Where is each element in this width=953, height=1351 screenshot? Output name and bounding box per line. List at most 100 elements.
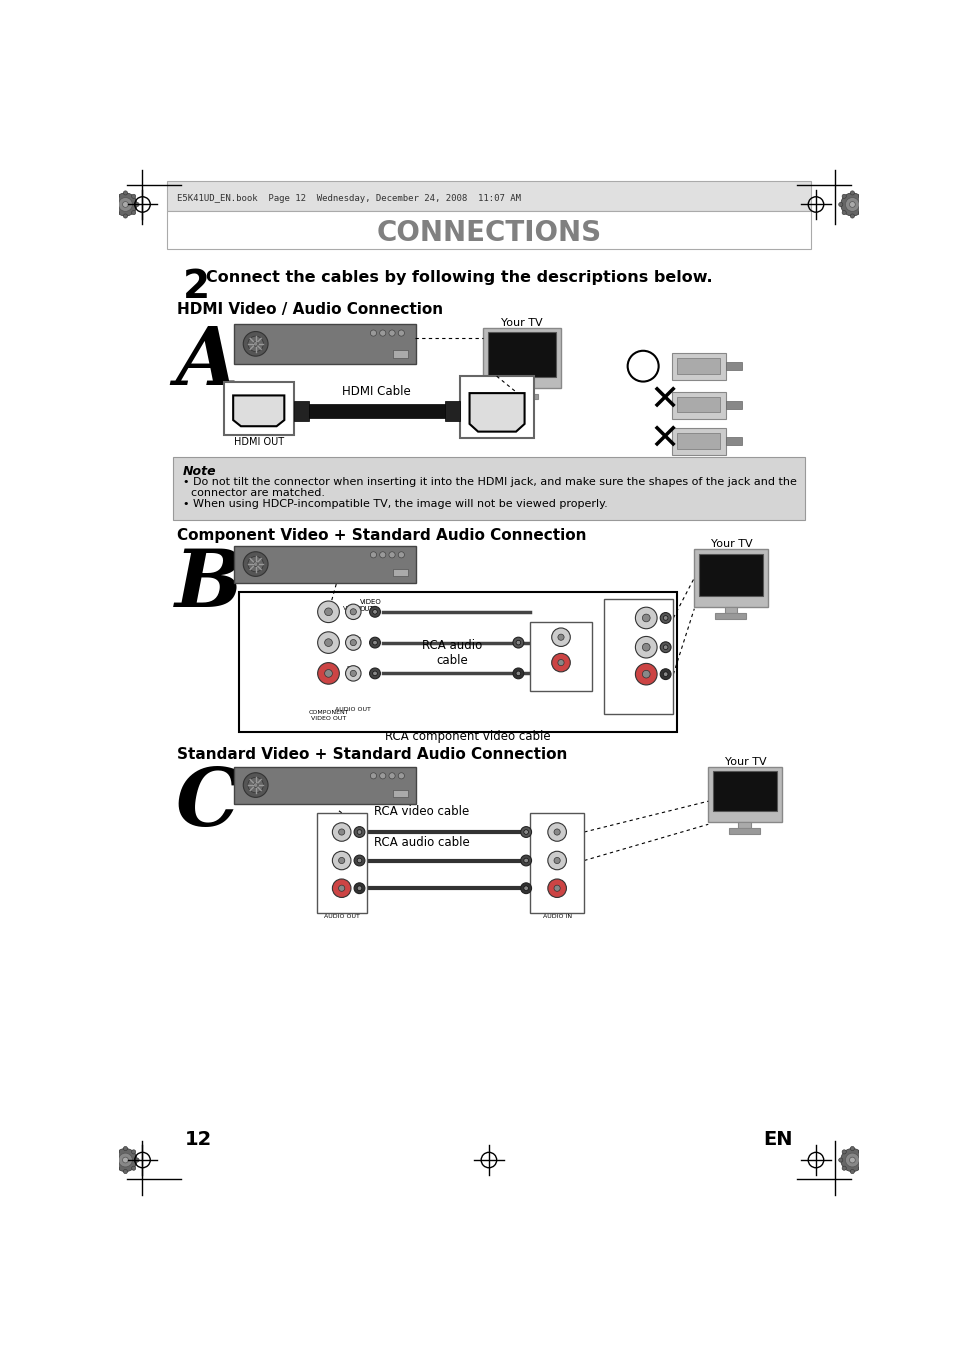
Bar — [707, 766, 781, 821]
Circle shape — [520, 882, 531, 893]
Bar — [530, 813, 583, 913]
Bar — [715, 613, 745, 619]
Circle shape — [838, 1158, 842, 1162]
Circle shape — [350, 609, 356, 615]
Text: VIDEO IN: VIDEO IN — [542, 816, 571, 821]
Bar — [173, 457, 804, 520]
Circle shape — [132, 211, 135, 215]
Circle shape — [369, 667, 380, 678]
Circle shape — [659, 642, 670, 653]
Circle shape — [356, 830, 361, 835]
Circle shape — [345, 604, 360, 620]
Text: L: L — [575, 635, 579, 644]
Text: RCA audio cable: RCA audio cable — [374, 836, 469, 848]
Circle shape — [253, 782, 257, 788]
Bar — [506, 394, 537, 400]
Circle shape — [354, 855, 365, 866]
Bar — [725, 436, 740, 444]
Circle shape — [354, 882, 365, 893]
Circle shape — [659, 612, 670, 623]
Text: Standard Video + Standard Audio Connection: Standard Video + Standard Audio Connecti… — [177, 747, 567, 762]
Circle shape — [373, 640, 377, 644]
Circle shape — [841, 195, 845, 199]
Text: PB/CB: PB/CB — [616, 648, 634, 654]
Circle shape — [551, 654, 570, 671]
Circle shape — [248, 336, 263, 351]
Circle shape — [558, 634, 563, 640]
Text: 2: 2 — [183, 269, 210, 307]
Circle shape — [115, 195, 119, 199]
Bar — [167, 211, 810, 249]
Text: AUDIO IN: AUDIO IN — [546, 624, 575, 630]
Circle shape — [248, 777, 263, 793]
Circle shape — [659, 669, 670, 680]
Circle shape — [354, 827, 365, 838]
Bar — [393, 350, 408, 358]
Circle shape — [123, 1170, 128, 1174]
Bar — [239, 592, 677, 732]
Text: EN: EN — [762, 1129, 792, 1148]
Text: RCA audio
cable: RCA audio cable — [422, 639, 482, 667]
Circle shape — [558, 659, 563, 666]
Circle shape — [317, 662, 339, 684]
Circle shape — [356, 886, 361, 890]
Circle shape — [118, 197, 132, 211]
Circle shape — [113, 1148, 137, 1171]
Circle shape — [317, 601, 339, 623]
Bar — [309, 404, 444, 417]
Bar — [488, 332, 556, 377]
Circle shape — [123, 1147, 128, 1151]
Circle shape — [253, 562, 257, 566]
Circle shape — [324, 608, 332, 616]
Text: PrCr: PrCr — [346, 666, 359, 670]
Circle shape — [132, 1166, 135, 1170]
Circle shape — [662, 644, 667, 650]
Circle shape — [516, 640, 520, 644]
Circle shape — [844, 1154, 859, 1167]
Circle shape — [338, 858, 344, 863]
Bar — [459, 376, 534, 438]
Circle shape — [115, 211, 119, 215]
Circle shape — [324, 639, 332, 646]
Text: Your TV: Your TV — [501, 317, 542, 328]
Circle shape — [389, 551, 395, 558]
Text: COMPONENT
VIDEO IN: COMPONENT VIDEO IN — [618, 601, 659, 612]
Circle shape — [547, 851, 566, 870]
Text: RCA video cable: RCA video cable — [374, 805, 469, 819]
Text: L: L — [339, 848, 343, 858]
Text: HDMI Cable: HDMI Cable — [342, 385, 411, 397]
Circle shape — [547, 880, 566, 897]
Circle shape — [849, 1147, 854, 1151]
Text: E5K41UD_EN.book  Page 12  Wednesday, December 24, 2008  11:07 AM: E5K41UD_EN.book Page 12 Wednesday, Decem… — [177, 193, 521, 203]
Text: COMPONENT
VIDEO OUT: COMPONENT VIDEO OUT — [308, 711, 349, 721]
Text: Y: Y — [622, 617, 627, 627]
Circle shape — [838, 203, 842, 207]
Bar — [603, 598, 673, 715]
Circle shape — [849, 1170, 854, 1174]
Circle shape — [345, 635, 360, 650]
Circle shape — [861, 1158, 865, 1162]
Circle shape — [332, 851, 351, 870]
Circle shape — [248, 557, 263, 571]
Bar — [694, 550, 767, 607]
Text: Your TV: Your TV — [710, 539, 752, 550]
Bar — [233, 324, 416, 363]
Circle shape — [844, 197, 859, 211]
Bar — [316, 813, 367, 913]
Bar — [671, 392, 725, 419]
Circle shape — [122, 1158, 129, 1163]
Text: C: C — [174, 765, 239, 843]
Bar — [677, 397, 720, 412]
Polygon shape — [469, 393, 524, 431]
Circle shape — [112, 1158, 116, 1162]
Text: Your TV: Your TV — [724, 758, 765, 767]
Circle shape — [554, 858, 559, 863]
Circle shape — [858, 195, 862, 199]
Circle shape — [523, 858, 528, 863]
Circle shape — [848, 1158, 855, 1163]
Text: R: R — [565, 875, 571, 885]
Circle shape — [134, 1158, 139, 1162]
Circle shape — [516, 671, 520, 676]
Circle shape — [841, 211, 845, 215]
Circle shape — [520, 827, 531, 838]
